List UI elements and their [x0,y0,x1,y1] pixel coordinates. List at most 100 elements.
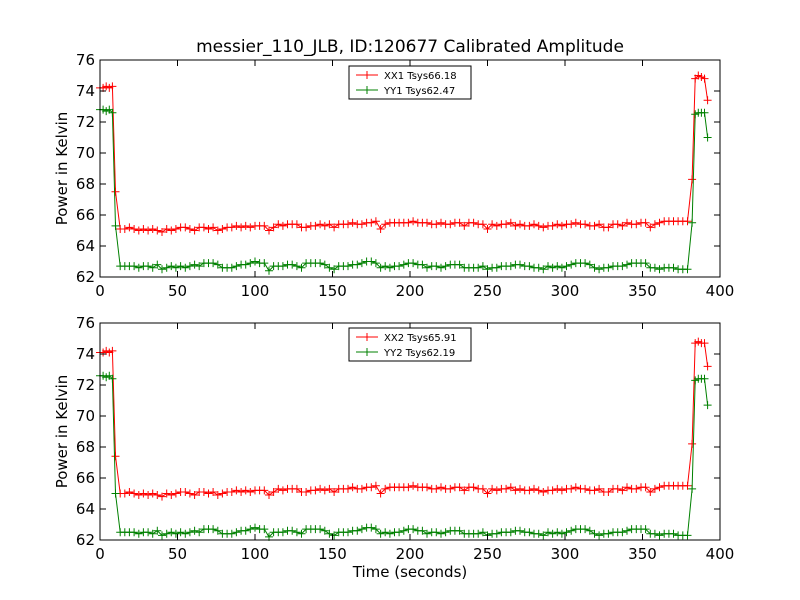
bottom-series-yy-point [548,529,557,538]
bottom-series-yy-point [474,529,483,538]
bottom-series-yy-point [108,374,117,383]
bottom-subplot: 0 50 100 150 200 250 300 350 400 62 64 66 68 70 72 74 7… [53,314,734,581]
bottom-series-yy-point [344,528,352,537]
bottom-series-xx-point [185,489,194,498]
bottom-series-xx-point [204,489,213,498]
top-series-xx-point [348,218,357,227]
bottom-ticks [99,322,721,541]
bottom-series-yy-point [246,525,255,534]
top-x-tick-label: 350 [628,282,657,300]
top-series-yy-point [185,262,194,271]
top-series-yy-point [251,257,259,266]
top-series-xx-point [595,220,604,229]
bottom-x-tick-label: 150 [318,545,347,563]
top-series-xx-point [371,217,380,226]
bottom-series-yy-point [534,529,543,538]
top-series-yy-point [478,262,487,271]
top-series-yy-point [399,260,408,269]
bottom-series-xx-point [218,489,227,498]
top-y-tick-label: 68 [76,175,95,193]
bottom-y-tick-label: 62 [76,531,95,549]
bottom-series-yy-point [703,401,712,410]
top-series-yy-point [544,262,552,271]
top-series-xx-point [502,220,511,229]
bottom-series-xx-point [432,484,441,493]
bottom-series-xx-point [618,486,627,495]
bottom-series-xx-point [404,483,413,492]
bottom-series-xx-point [320,486,329,495]
bottom-series-xx-point [139,489,148,498]
bottom-series-xx-point [381,484,390,493]
top-series-yy-point [167,262,176,271]
bottom-x-tick-label: 300 [551,545,580,563]
bottom-series-xx-point [130,489,139,498]
top-series-yy-point [227,263,236,272]
top-series-xx-point [432,220,441,229]
top-series-xx-point [162,225,171,233]
top-series-xx-point [646,223,655,232]
bottom-series-xx-point [227,488,236,496]
top-series-yy-point [246,259,255,268]
top-series-xx-point [302,223,311,232]
top-series-yy-point [260,259,269,268]
bottom-series-xx-point [148,489,157,498]
bottom-series-yy-point [171,529,180,538]
top-series-xx-point [246,223,255,232]
top-series-yy-point [288,260,297,269]
top-series-xx-point [232,221,241,230]
bottom-x-tick-label: 200 [396,545,425,563]
bottom-series-xx-point [613,484,622,493]
top-x-tick-label: 0 [95,282,105,300]
top-series-xx-point [108,82,117,91]
bottom-series-yy-point [111,489,120,498]
bottom-series-yy-point [185,528,194,537]
top-series-yy-point [590,263,599,272]
bottom-series-yy-point [590,529,599,538]
top-series-xx-point [344,220,352,229]
top-series-xx-point [139,225,148,233]
top-series-xx-point [590,221,599,230]
top-series-yy-point [655,265,664,274]
bottom-series-yy-point [320,526,329,535]
bottom-series-xx-point [348,483,357,492]
bottom-y-tick-label: 68 [76,438,95,456]
bottom-series-yy-point [562,528,571,537]
bottom-series-yy-point [213,526,222,535]
bottom-series-yy-point [153,526,162,535]
bottom-y-tick-label: 76 [76,314,95,332]
bottom-series-yy-point [232,528,241,537]
bottom-legend-marker-yy [363,348,371,356]
bottom-series-xx-point [623,483,631,492]
top-series-yy-point [278,262,287,271]
bottom-series-yy-point [525,528,534,537]
top-series-xx-point [623,218,631,227]
top-series-xx-point [320,221,329,230]
top-series-yy-point [316,259,325,268]
bottom-series-xx-point [241,486,250,495]
bottom-series-xx-point [488,484,497,493]
bottom-y-tick-label: 72 [76,376,95,394]
bottom-series-xx-point [292,484,301,493]
top-series-yy-point [130,262,139,271]
bottom-x-tick-label: 50 [168,545,187,563]
top-series-yy-point [367,257,376,266]
bottom-series-yy-point [385,529,394,538]
bottom-series-xx-point [553,484,562,493]
bottom-series-xx-point [269,488,278,496]
bottom-series-yy-point [158,531,166,540]
top-series-xx-point [213,226,222,235]
top-series-xx-point [167,226,176,235]
top-series-yy-point [506,262,515,271]
top-series-xx-point [357,220,366,229]
top-y-tick-label: 74 [76,82,95,100]
bottom-series-xx-point [683,481,692,490]
top-series-yy-point [344,262,352,271]
top-x-tick-label: 200 [396,282,425,300]
top-series-xx-point [581,220,590,229]
top-series-yy-point [181,263,190,272]
bottom-series-yy-point [325,529,334,538]
top-series-xx-point [241,221,250,230]
bottom-series-xx-point [311,486,320,495]
bottom-series-xx-point [302,488,311,496]
top-series-xx-point [381,220,390,229]
